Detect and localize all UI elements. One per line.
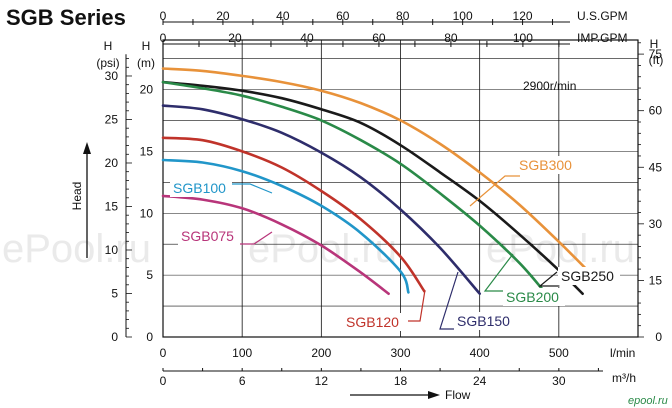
flow-arrow-head [428,391,440,399]
tick-label-psi: 15 [105,199,119,213]
tick-label-head-m: 5 [146,268,153,282]
series-label-sgb300: SGB300 [519,157,572,173]
axis-label-head-psi: H [104,39,113,53]
series-label-bg-sgb300 [516,156,578,174]
series-label-sgb250: SGB250 [561,268,614,284]
series-label-bg-sgb200 [503,288,565,306]
tick-label-lmin: 200 [311,346,331,360]
axis-unit-head-m: (m) [137,56,155,70]
x-axis-title: Flow [445,388,471,402]
tick-label-m3h: 18 [394,374,408,388]
axis-unit-usgpm: U.S.GPM [577,9,628,23]
watermark-text: ePool.ru [486,227,635,271]
axis-label-head-ft: H [650,37,659,51]
series-leader-sgb120 [408,289,426,322]
series-label-bg-sgb100 [170,179,232,197]
series-label-bg-sgb120 [343,313,405,331]
series-line-sgb250 [161,80,584,295]
tick-label-ft: 15 [649,273,663,287]
tick-label-ft: 30 [649,217,663,231]
series-leader-sgb300 [469,175,520,207]
tick-label-m3h: 0 [160,374,167,388]
head-arrow [83,142,91,258]
series-label-sgb120: SGB120 [346,314,399,330]
series-leader-sgb075 [240,231,273,245]
series-leader-sgb100 [230,183,273,194]
tick-label-lmin: 0 [160,346,167,360]
series-label-sgb100: SGB100 [173,180,226,196]
series-line-sgb120 [161,136,426,293]
footer-logo: epool.ru [628,395,668,407]
series-leader-sgb250 [538,271,558,287]
tick-label-impgpm: 20 [228,31,242,45]
tick-label-ft: 45 [649,160,663,174]
series-leader-sgb150 [439,271,459,330]
tick-label-lmin: 400 [470,346,490,360]
tick-label-usgpm: 60 [336,9,350,23]
tick-label-impgpm: 100 [513,31,533,45]
tick-label-psi: 20 [105,156,119,170]
tick-label-usgpm: 40 [276,9,290,23]
tick-label-psi: 25 [105,112,119,126]
series-label-bg-sgb150 [454,312,516,330]
tick-label-m3h: 6 [239,374,246,388]
axis-unit-m3h: m³/h [612,371,636,385]
tick-label-lmin: 500 [549,346,569,360]
axis-unit-lmin: l/min [610,346,635,360]
y-axis-title: Head [70,182,84,211]
tick-label-usgpm: 0 [160,9,167,23]
axis-label-head-m: H [142,39,151,53]
tick-label-lmin: 300 [390,346,410,360]
watermark-text: ePool.ru [248,227,397,271]
speed-note: 2900r/min [523,79,576,93]
tick-label-m3h: 24 [473,374,487,388]
tick-label-usgpm: 100 [453,9,473,23]
series-label-sgb075: SGB075 [181,228,234,244]
series-line-sgb300 [161,67,600,283]
series-label-sgb150: SGB150 [457,313,510,329]
tick-label-m3h: 30 [552,374,566,388]
tick-label-psi: 5 [111,286,118,300]
tick-label-lmin: 100 [232,346,252,360]
tick-label-head-m: 15 [140,144,154,158]
tick-label-psi: 10 [105,243,119,257]
tick-label-impgpm: 80 [444,31,458,45]
series-label-bg-sgb250 [558,267,620,285]
series-label-sgb200: SGB200 [506,289,559,305]
series-label-bg-sgb075 [178,227,240,245]
tick-label-head-m: 0 [146,330,153,344]
series-line-sgb100 [161,158,410,294]
watermark-text: ePool.ru [2,227,151,271]
tick-label-head-m: 20 [140,83,154,97]
plot-frame [162,39,639,338]
tick-label-usgpm: 120 [513,9,533,23]
tick-label-head-m: 10 [140,206,154,220]
series-line-sgb150 [161,104,481,295]
series-line-sgb075 [161,194,390,295]
axis-unit-head-psi: (psi) [96,56,119,70]
tick-label-ft: 0 [655,330,662,344]
tick-label-ft: 60 [649,104,663,118]
tick-label-ft: 75 [649,47,663,61]
tick-label-usgpm: 80 [396,9,410,23]
axis-unit-head-ft: (ft) [649,53,664,67]
curves-layer [161,67,600,295]
tick-label-impgpm: 0 [160,31,167,45]
tick-label-m3h: 12 [315,374,329,388]
tick-label-psi: 0 [111,330,118,344]
series-line-sgb200 [161,80,545,292]
tick-label-psi: 30 [105,69,119,83]
head-arrow-head [83,142,91,154]
chart-title: SGB Series [6,5,126,30]
tick-label-impgpm: 40 [300,31,314,45]
series-leader-sgb200 [483,253,514,292]
tick-label-usgpm: 20 [216,9,230,23]
axis-unit-impgpm: IMP.GPM [577,31,627,45]
tick-label-impgpm: 60 [372,31,386,45]
flow-arrow [350,391,440,399]
watermark-layer: ePool.ru ePool.ru ePool.ru [2,227,635,271]
